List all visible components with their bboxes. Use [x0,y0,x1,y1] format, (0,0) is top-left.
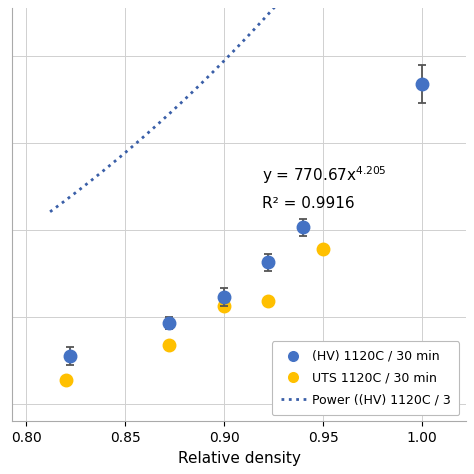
Text: y = 770.67x$^{4.205}$: y = 770.67x$^{4.205}$ [262,164,386,186]
X-axis label: Relative density: Relative density [178,451,301,465]
Text: R² = 0.9916: R² = 0.9916 [262,196,355,211]
Legend: (HV) 1120C / 30 min, UTS 1120C / 30 min, Power ((HV) 1120C / 3: (HV) 1120C / 30 min, UTS 1120C / 30 min,… [272,341,459,415]
